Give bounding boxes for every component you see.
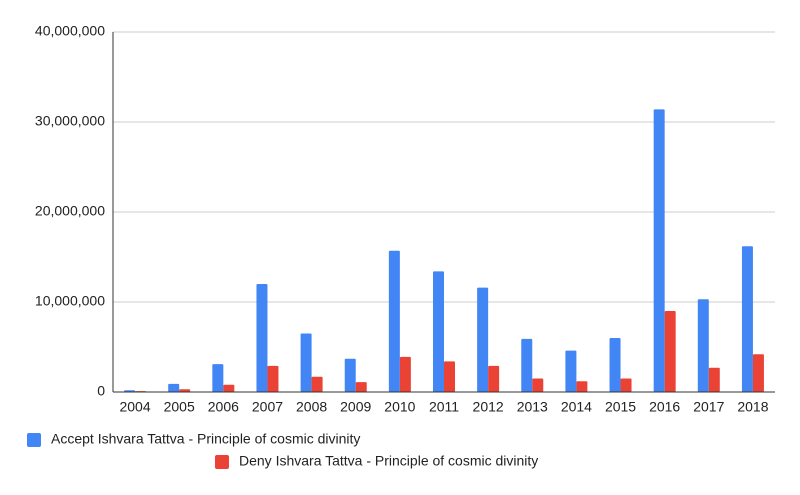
bar <box>311 376 323 392</box>
x-tick-label: 2012 <box>473 399 504 415</box>
x-tick-label: 2014 <box>561 399 592 415</box>
x-tick-label: 2013 <box>517 399 548 415</box>
bar <box>399 356 411 392</box>
bar <box>708 367 720 392</box>
bar <box>256 284 268 392</box>
bar <box>344 358 356 392</box>
legend-label: Accept Ishvara Tattva - Principle of cos… <box>51 431 360 447</box>
bar <box>168 383 180 392</box>
bar <box>488 365 500 392</box>
legend-label: Deny Ishvara Tattva - Principle of cosmi… <box>239 453 538 469</box>
bar <box>521 338 533 392</box>
x-tick-label: 2007 <box>252 399 283 415</box>
bar <box>532 378 544 392</box>
bar <box>477 287 489 392</box>
bar <box>300 333 312 392</box>
bar <box>355 382 367 392</box>
x-tick-label: 2011 <box>429 399 459 415</box>
x-tick-label: 2008 <box>296 399 327 415</box>
bar <box>433 271 444 392</box>
x-tick-label: 2004 <box>119 399 150 415</box>
bar <box>576 381 588 392</box>
bar <box>267 365 279 392</box>
bar <box>653 109 665 393</box>
x-tick-label: 2010 <box>384 399 415 415</box>
bar <box>223 384 235 392</box>
bar <box>565 350 577 392</box>
bar <box>752 354 764 392</box>
x-tick-label: 2015 <box>605 399 636 415</box>
legend-swatch <box>27 433 41 447</box>
bar <box>179 389 191 392</box>
bar <box>388 250 400 392</box>
x-tick-label: 2006 <box>208 399 239 415</box>
x-tick-label: 2017 <box>693 399 724 415</box>
bar <box>212 364 224 392</box>
bar <box>664 311 676 392</box>
y-tick-label: 0 <box>97 383 105 399</box>
x-tick-label: 2009 <box>340 399 371 415</box>
bar <box>609 338 621 392</box>
bar <box>620 378 632 392</box>
y-tick-label: 40,000,000 <box>35 23 105 39</box>
legend-swatch <box>215 455 229 469</box>
x-tick-label: 2018 <box>737 399 768 415</box>
y-tick-label: 30,000,000 <box>35 113 105 129</box>
y-tick-label: 20,000,000 <box>35 203 105 219</box>
x-tick-label: 2016 <box>649 399 680 415</box>
y-tick-label: 10,000,000 <box>35 293 105 309</box>
bar <box>741 246 753 392</box>
bar <box>444 361 455 392</box>
x-tick-label: 2005 <box>164 399 195 415</box>
bar <box>697 299 709 392</box>
